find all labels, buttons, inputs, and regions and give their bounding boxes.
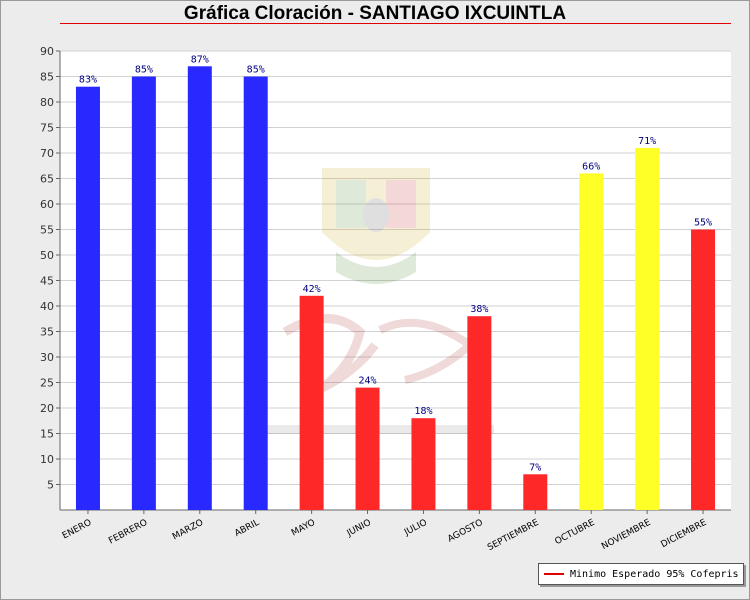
- data-label-diciembre: 55%: [694, 218, 712, 229]
- title-underline: [60, 23, 731, 24]
- y-tick-label: 70: [40, 147, 54, 160]
- y-tick-label: 10: [40, 453, 54, 466]
- x-tick-label: AGOSTO: [446, 518, 485, 545]
- data-label-septiembre: 7%: [529, 462, 541, 473]
- data-label-abril: 85%: [247, 65, 265, 76]
- y-tick-label: 50: [40, 249, 54, 262]
- bar-agosto: [467, 316, 492, 510]
- bar-febrero: [131, 76, 156, 510]
- x-tick-label: JULIO: [402, 518, 429, 539]
- y-tick-labels: 5 10 15 20 25 30 35 40 45 50 55 60 65 70 75 80 85 90: [40, 45, 54, 492]
- y-tick-label: 65: [40, 173, 54, 186]
- x-tick-label: DICIEMBRE: [660, 518, 709, 550]
- y-tick-label: 40: [40, 300, 54, 313]
- data-label-junio: 24%: [359, 376, 377, 387]
- data-labels: 83% 85% 87% 85% 42% 24% 18% 38% 7% 66% 71% 55%: [79, 54, 712, 473]
- data-label-febrero: 85%: [135, 65, 153, 76]
- bar-diciembre: [691, 229, 716, 510]
- x-tick-label: JUNIO: [345, 518, 373, 539]
- y-tick-label: 15: [40, 428, 54, 441]
- legend: Minimo Esperado 95% Cofepris: [538, 563, 744, 585]
- legend-swatch-line: [544, 573, 564, 575]
- x-tick-label: ENERO: [61, 518, 93, 542]
- x-tick-labels: ENERO FEBRERO MARZO ABRIL MAYO JUNIO JULIO AGOS…: [61, 518, 709, 554]
- x-tick-label: FEBRERO: [107, 518, 149, 547]
- chart-title: Gráfica Cloración - SANTIAGO IXCUINTLA: [183, 3, 567, 24]
- data-label-marzo: 87%: [191, 54, 209, 65]
- bar-noviembre: [635, 147, 660, 510]
- y-tick-label: 30: [40, 351, 54, 364]
- y-tick-label: 90: [40, 45, 54, 58]
- x-tick-label: MARZO: [171, 518, 205, 543]
- y-tick-label: 20: [40, 402, 54, 415]
- data-label-noviembre: 71%: [638, 136, 656, 147]
- bar-junio: [355, 387, 380, 510]
- data-label-agosto: 38%: [470, 304, 488, 315]
- y-tick-label: 60: [40, 198, 54, 211]
- y-tick-label: 45: [40, 275, 54, 288]
- x-tick-label: NOVIEMBRE: [600, 518, 653, 552]
- data-label-enero: 83%: [79, 75, 97, 86]
- y-tick-label: 5: [47, 479, 54, 492]
- legend-label: Minimo Esperado 95% Cofepris: [570, 568, 739, 580]
- y-tick-label: 85: [40, 71, 54, 84]
- bar-septiembre: [523, 474, 548, 510]
- bar-julio: [411, 418, 436, 510]
- bar-marzo: [187, 66, 212, 511]
- x-tick-label: OCTUBRE: [553, 518, 596, 547]
- x-tick-label: ABRIL: [233, 518, 261, 539]
- bar-octubre: [579, 173, 604, 510]
- y-tick-label: 25: [40, 377, 54, 390]
- y-tick-label: 35: [40, 326, 54, 339]
- data-label-julio: 18%: [414, 406, 432, 417]
- bar-abril: [243, 76, 268, 510]
- y-tick-label: 55: [40, 224, 54, 237]
- x-tick-label: SEPTIEMBRE: [486, 518, 541, 554]
- y-tick-label: 80: [40, 96, 54, 109]
- axes: [56, 50, 731, 514]
- y-tick-label: 75: [40, 122, 54, 135]
- data-label-octubre: 66%: [582, 161, 600, 172]
- data-label-mayo: 42%: [303, 284, 321, 295]
- gridlines: [60, 50, 731, 510]
- bars: [75, 66, 716, 511]
- bar-mayo: [299, 295, 324, 510]
- x-tick-label: MAYO: [290, 518, 317, 539]
- bar-enero: [75, 86, 100, 510]
